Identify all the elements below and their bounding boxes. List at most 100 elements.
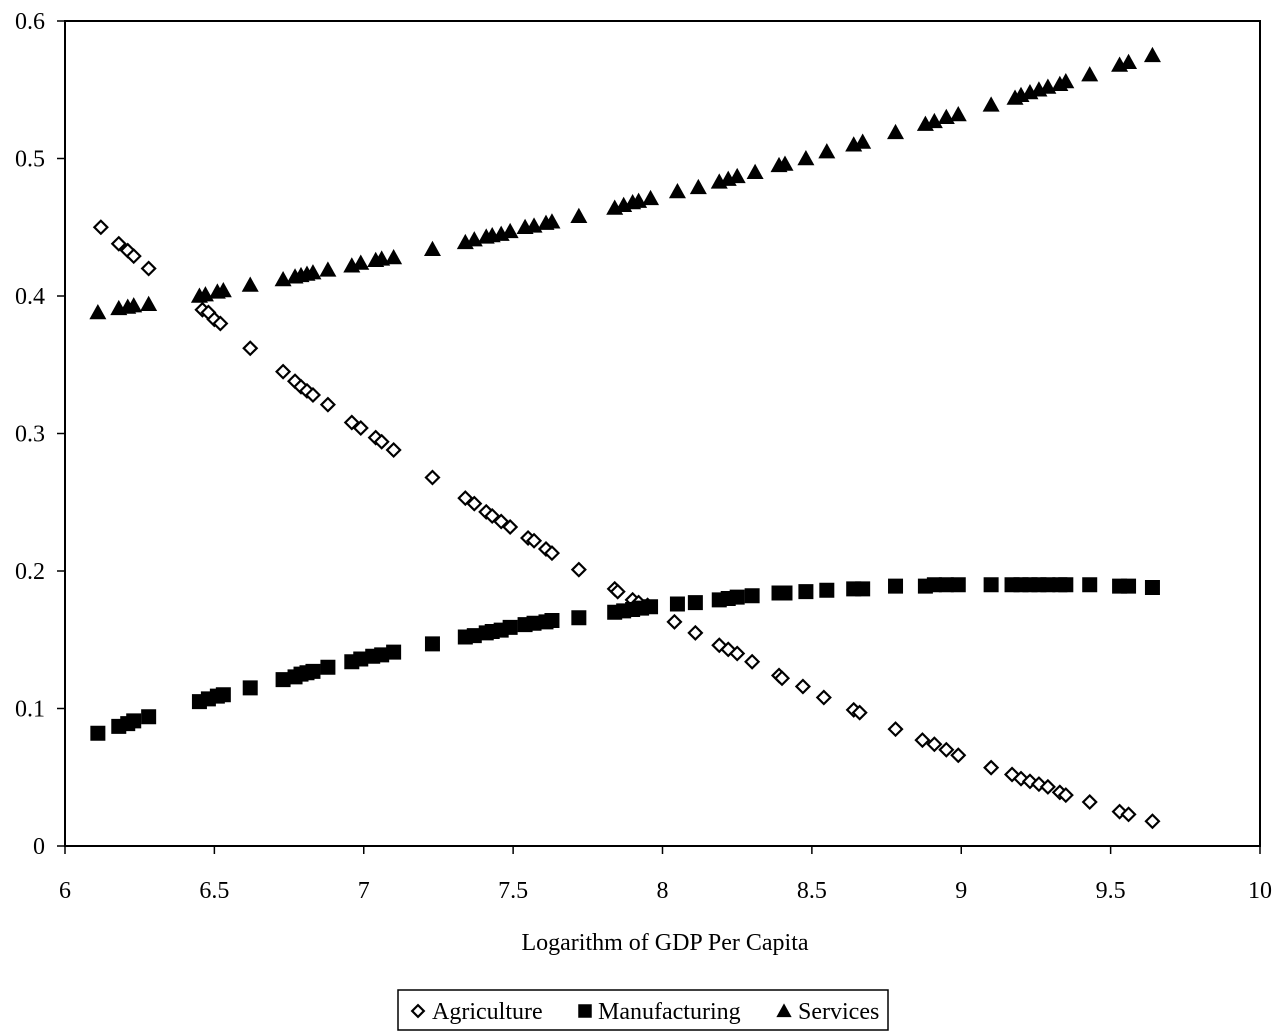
services-point: [854, 133, 872, 149]
agriculture-point: [687, 624, 704, 641]
agriculture-point: [914, 732, 931, 749]
agriculture-point: [352, 419, 369, 437]
manufacturing-point: [1040, 577, 1056, 593]
agriculture-point: [666, 613, 683, 630]
agriculture-point: [319, 396, 336, 413]
x-axis: 6 6.5 7 7.5 8 8.5 9 9.5 10: [59, 846, 1272, 904]
services-point: [1143, 46, 1161, 63]
manufacturing-point: [798, 584, 814, 600]
manufacturing-point: [90, 725, 106, 741]
agriculture-point: [887, 721, 904, 738]
x-axis-title: Logarithm of GDP Per Capita: [521, 930, 808, 956]
services-point: [668, 183, 686, 199]
agriculture-point: [950, 747, 967, 764]
agriculture-point: [729, 645, 746, 662]
series-manufacturing: [90, 577, 1160, 741]
series-agriculture: [92, 219, 1161, 830]
manufacturing-point: [320, 659, 336, 675]
agriculture-point: [543, 545, 561, 562]
manufacturing-point: [1058, 577, 1074, 593]
manufacturing-point: [950, 577, 966, 593]
agriculture-point: [938, 741, 955, 758]
manufacturing-point: [353, 651, 369, 667]
manufacturing-point: [777, 585, 793, 601]
manufacturing-point: [729, 589, 745, 605]
manufacturing-point: [141, 709, 157, 725]
agriculture-point: [466, 495, 483, 512]
manufacturing-point: [571, 610, 587, 626]
y-tick-label: 0.1: [15, 697, 45, 723]
services-point: [501, 222, 519, 239]
manufacturing-point: [926, 577, 942, 593]
agriculture-point: [110, 235, 127, 252]
manufacturing-point: [215, 687, 231, 703]
x-tick-label: 6: [59, 878, 71, 904]
legend-marker-manufacturing: [578, 1004, 592, 1018]
manufacturing-point: [386, 644, 402, 660]
services-point: [385, 249, 403, 265]
services-point: [949, 106, 967, 122]
agriculture-point: [983, 759, 1000, 776]
services-point: [982, 96, 1000, 112]
y-tick-label: 0.3: [15, 422, 45, 448]
services-point: [319, 261, 337, 277]
agriculture-point: [1057, 787, 1074, 804]
x-tick-label: 8.5: [797, 878, 827, 904]
services-point: [797, 150, 815, 166]
x-tick-label: 8: [657, 878, 669, 904]
y-tick-label: 0: [33, 834, 45, 860]
services-point: [373, 250, 391, 266]
agriculture-point: [1081, 793, 1098, 811]
legend-label-manufacturing: Manufacturing: [598, 999, 741, 1025]
data-points: [89, 46, 1161, 830]
services-point: [140, 295, 158, 312]
manufacturing-point: [126, 713, 142, 729]
x-tick-label: 10: [1248, 878, 1272, 904]
services-point: [887, 123, 905, 140]
services-point: [423, 240, 441, 257]
agriculture-point: [125, 248, 142, 265]
agriculture-point: [525, 532, 543, 549]
x-tick-label: 7: [358, 878, 370, 904]
manufacturing-point: [526, 615, 542, 631]
services-point: [304, 264, 322, 280]
services-point: [925, 112, 943, 129]
x-tick-label: 7.5: [498, 878, 528, 904]
services-point: [728, 167, 746, 184]
y-tick-label: 0.5: [15, 147, 45, 173]
manufacturing-point: [374, 647, 390, 663]
manufacturing-point: [305, 663, 321, 679]
agriculture-point: [373, 433, 390, 450]
manufacturing-point: [242, 680, 258, 696]
manufacturing-point: [643, 599, 659, 615]
agriculture-point: [92, 219, 109, 236]
legend: Agriculture Manufacturing Services: [397, 989, 889, 1031]
y-tick-label: 0.2: [15, 559, 45, 585]
agriculture-point: [1144, 813, 1161, 830]
services-point: [241, 276, 259, 292]
services-point: [352, 254, 370, 270]
manufacturing-point: [888, 578, 904, 594]
agriculture-point: [304, 386, 322, 404]
manufacturing-point: [1082, 577, 1098, 593]
agriculture-point: [502, 518, 519, 536]
services-point: [1120, 53, 1138, 70]
x-tick-label: 9: [955, 878, 967, 904]
manufacturing-point: [669, 596, 685, 612]
legend-label-services: Services: [798, 999, 879, 1025]
services-point: [543, 213, 561, 229]
agriculture-point: [140, 260, 157, 277]
manufacturing-point: [819, 582, 835, 598]
services-point: [689, 178, 707, 195]
agriculture-point: [926, 736, 943, 753]
agriculture-point: [815, 689, 832, 706]
agriculture-point: [794, 678, 811, 695]
agriculture-point: [609, 583, 626, 600]
services-point: [125, 297, 143, 313]
y-tick-label: 0.6: [15, 9, 45, 35]
manufacturing-point: [744, 588, 760, 604]
agriculture-point: [212, 315, 229, 332]
manufacturing-point: [938, 577, 954, 593]
manufacturing-point: [983, 577, 999, 593]
